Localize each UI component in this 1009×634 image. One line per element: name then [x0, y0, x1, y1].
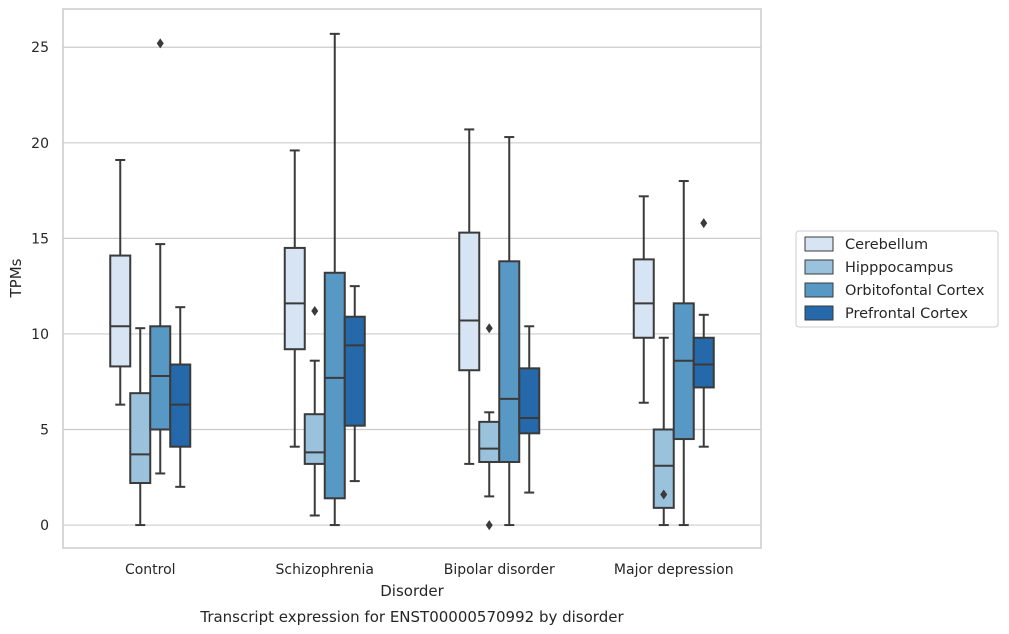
legend-items: Cerebellum Hipppocampus Orbitofontal Corte… — [804, 236, 985, 322]
legend-swatch — [804, 282, 834, 298]
box-hipppocampus — [478, 323, 501, 531]
box-orbitofontal-cortex — [323, 32, 346, 527]
outlier-point — [311, 305, 319, 316]
legend-frame — [795, 230, 999, 328]
box-orbitofontal-cortex — [149, 38, 172, 475]
legend: Cerebellum Hipppocampus Orbitofontal Corte… — [795, 230, 999, 328]
outlier-point — [485, 323, 493, 334]
box-cerebellum — [283, 149, 306, 448]
figure-caption: Transcript expression for ENST0000057099… — [199, 608, 624, 626]
box-iqr — [283, 246, 306, 351]
x-tick-label: Control — [125, 562, 176, 578]
box-iqr — [343, 315, 366, 427]
box-iqr — [672, 302, 695, 441]
box-iqr — [652, 428, 675, 509]
plot-frame — [62, 8, 762, 549]
y-tick-label: 15 — [31, 231, 49, 247]
box-cerebellum — [109, 158, 132, 406]
outlier-point — [660, 489, 668, 500]
box-iqr — [109, 254, 132, 368]
y-tick-label: 25 — [31, 40, 49, 56]
y-tick-label: 5 — [40, 422, 49, 438]
outlier-point — [156, 38, 164, 49]
box-prefrontal-cortex — [343, 285, 366, 483]
box-orbitofontal-cortex — [498, 136, 521, 527]
box-iqr — [303, 413, 326, 465]
y-axis-title: TPMs — [7, 258, 25, 298]
box-iqr — [458, 231, 481, 372]
box-prefrontal-cortex — [692, 218, 715, 448]
x-tick-label: Schizophrenia — [276, 562, 374, 578]
box-orbitofontal-cortex — [672, 180, 695, 527]
legend-label: Prefrontal Cortex — [845, 306, 968, 322]
legend-swatch — [804, 305, 834, 321]
x-tick-label: Bipolar disorder — [444, 562, 555, 578]
x-tick-label: Major depression — [614, 562, 734, 578]
outlier-point — [485, 520, 493, 531]
y-tick-label: 0 — [40, 518, 49, 534]
box-iqr — [632, 258, 655, 339]
box-iqr — [498, 260, 521, 463]
box-cerebellum — [458, 128, 481, 465]
boxes-layer — [109, 32, 715, 531]
y-tick-labels: 0 5 10 15 20 25 — [31, 40, 49, 534]
legend-swatch — [804, 236, 834, 252]
box-iqr — [129, 392, 152, 485]
box-hipppocampus — [129, 327, 152, 527]
x-axis-title: Disorder — [380, 582, 444, 600]
box-hipppocampus — [303, 305, 326, 517]
box-iqr — [518, 367, 541, 435]
outlier-point — [700, 218, 708, 229]
box-iqr — [478, 420, 501, 463]
y-tick-label: 10 — [31, 327, 49, 343]
x-tick-labels: Control Schizophrenia Bipolar disorder Majo… — [125, 562, 734, 578]
box-iqr — [149, 325, 172, 431]
box-iqr — [692, 336, 715, 389]
box-cerebellum — [632, 195, 655, 404]
legend-label: Hipppocampus — [845, 260, 953, 276]
box-prefrontal-cortex — [518, 325, 541, 494]
legend-label: Cerebellum — [845, 237, 928, 253]
legend-label: Orbitofontal Cortex — [845, 283, 985, 299]
box-iqr — [323, 271, 346, 500]
box-prefrontal-cortex — [169, 306, 192, 488]
y-tick-label: 20 — [31, 136, 49, 152]
legend-swatch — [804, 259, 834, 275]
box-hipppocampus — [652, 336, 675, 527]
